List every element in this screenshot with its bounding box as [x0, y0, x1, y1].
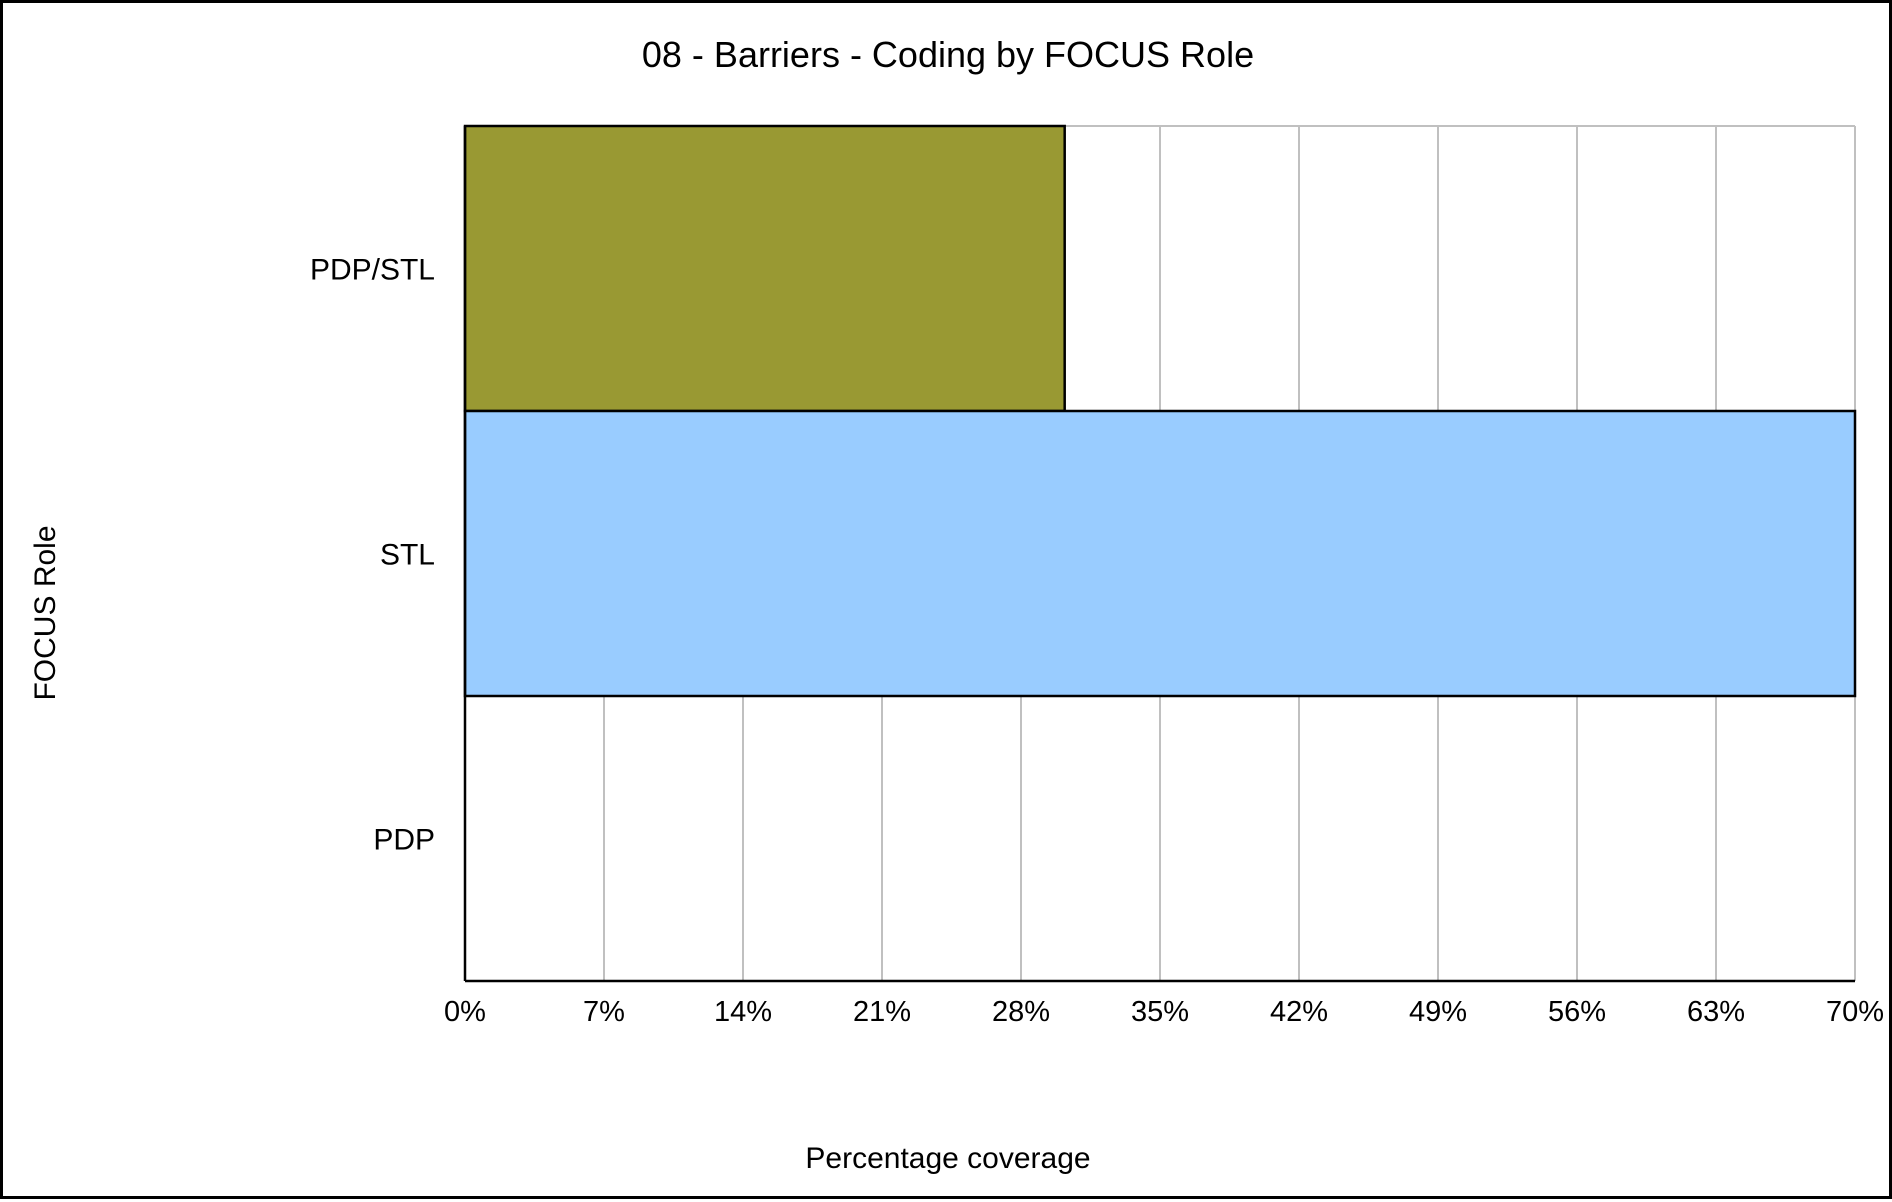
bar-pdp-stl — [463, 124, 1066, 413]
bar-stl — [463, 409, 1857, 698]
bars — [463, 124, 1857, 698]
x-tick-labels: 0% 7% 14% 21% 28% 35% 42% 49% 56% 63% 70% — [444, 996, 1884, 1028]
x-tick-label: 28% — [992, 996, 1050, 1028]
x-tick-label: 21% — [853, 996, 911, 1028]
x-tick-label: 42% — [1270, 996, 1328, 1028]
x-tick-label: 7% — [583, 996, 625, 1028]
category-labels: PDP/STL STL PDP — [310, 254, 435, 857]
x-tick-label: 14% — [714, 996, 772, 1028]
x-axis-label: Percentage coverage — [805, 1142, 1090, 1175]
x-tick-label: 49% — [1409, 996, 1467, 1028]
category-label: PDP/STL — [310, 254, 435, 287]
category-label: STL — [380, 539, 435, 572]
x-tick-label: 35% — [1131, 996, 1189, 1028]
x-tick-label: 70% — [1826, 996, 1884, 1028]
x-tick-label: 63% — [1687, 996, 1745, 1028]
y-axis-label: FOCUS Role — [29, 525, 62, 700]
axes — [463, 126, 1855, 983]
bar-chart: 08 - Barriers - Coding by FOCUS Role 0% 7… — [29, 34, 1884, 1175]
x-tick-label: 0% — [444, 996, 486, 1028]
x-tick-label: 56% — [1548, 996, 1606, 1028]
chart-title: 08 - Barriers - Coding by FOCUS Role — [642, 34, 1254, 75]
category-label: PDP — [373, 824, 435, 857]
